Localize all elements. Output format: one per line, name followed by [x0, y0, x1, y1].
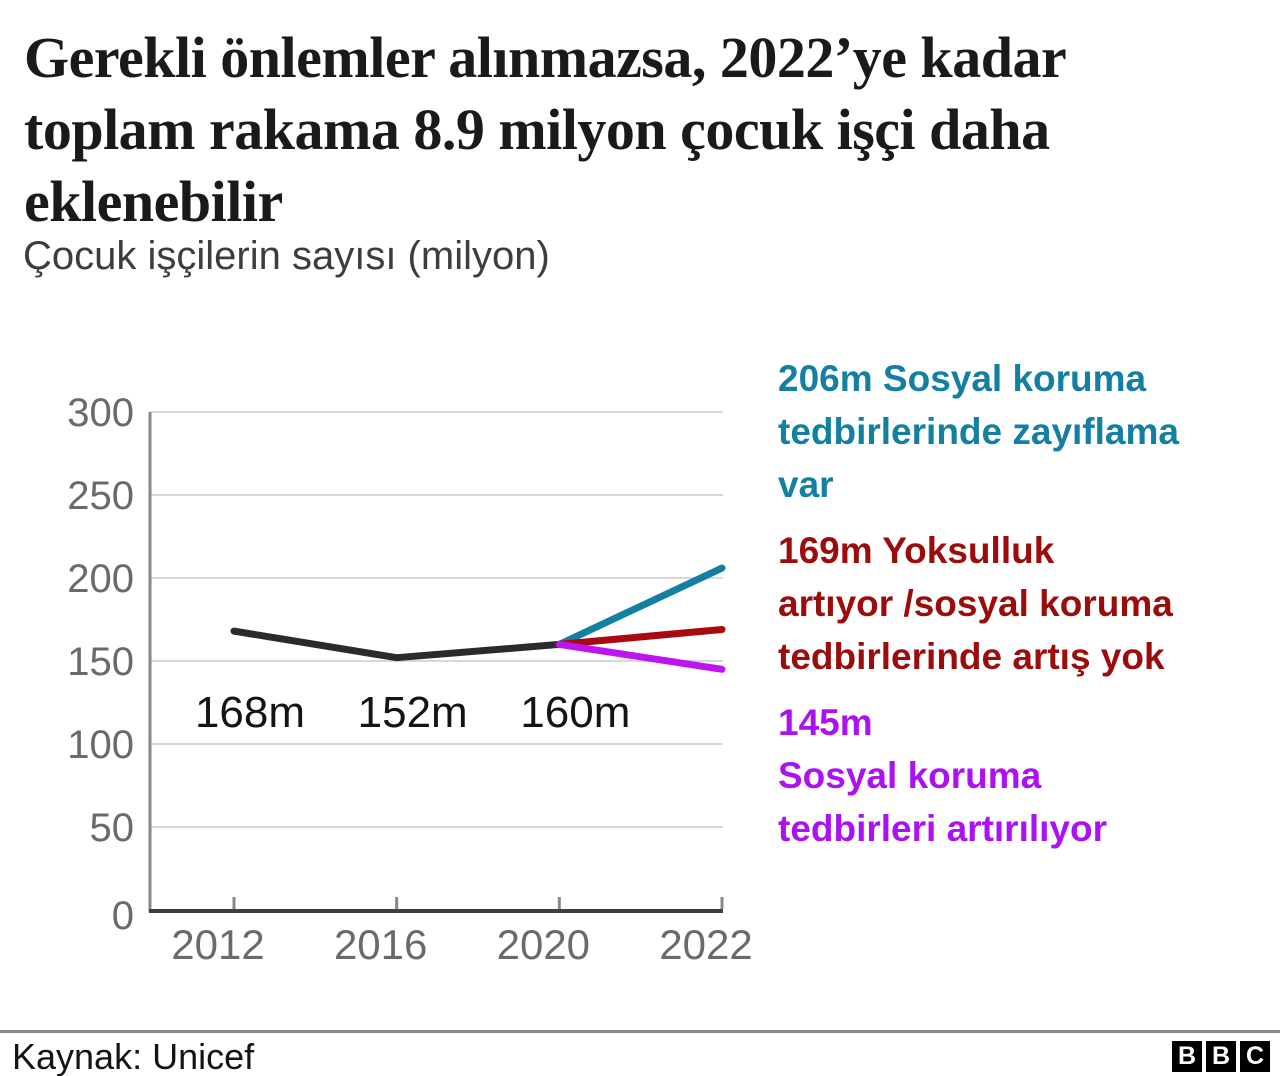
legend-line: var	[778, 464, 834, 505]
x-tick-label-2012: 2012	[171, 921, 264, 968]
legend-item-sosyal-koruma-artiriliyor: 145m Sosyal koruma tedbirleri artırılıyo…	[778, 696, 1107, 855]
y-tick-label-300: 300	[67, 391, 134, 435]
bbc-logo-block: C	[1240, 1041, 1270, 1072]
x-tick-label-2022: 2022	[659, 921, 752, 968]
bbc-logo-letter: B	[1177, 1042, 1197, 1070]
page-title-line-2: toplam rakama 8.9 milyon çocuk işçi daha	[24, 97, 1050, 162]
series-line-gerceklesen	[230, 627, 563, 662]
y-tick-label-250: 250	[67, 474, 134, 518]
y-tick-label-200: 200	[67, 557, 134, 601]
y-tick-label-0: 0	[112, 894, 134, 938]
x-tick-label-2020: 2020	[497, 921, 590, 968]
legend-item-yoksulluk-artiyor: 169m Yoksulluk artıyor /sosyal koruma te…	[778, 524, 1173, 683]
legend-line: tedbirlerinde zayıflama	[778, 411, 1179, 452]
x-tick-label-2016: 2016	[334, 921, 427, 968]
point-label-2012: 168m	[195, 688, 305, 737]
series-line-sosyal-koruma-artiriliyor	[555, 640, 726, 673]
legend-item-sosyal-koruma-zayiflama: 206m Sosyal koruma tedbirlerinde zayıfla…	[778, 352, 1179, 511]
legend-line: artıyor /sosyal koruma	[778, 583, 1173, 624]
legend-line: tedbirlerinde artış yok	[778, 636, 1165, 677]
bbc-logo: B B C	[1172, 1041, 1270, 1072]
series-line-sosyal-koruma-zayiflama	[555, 564, 726, 648]
page-title-line-3: eklenebilir	[24, 169, 283, 234]
point-label-2016: 152m	[358, 688, 468, 737]
point-label-2020: 160m	[520, 688, 630, 737]
page-title-line-1: Gerekli önlemler alınmazsa, 2022’ye kada…	[24, 25, 1067, 90]
footer-divider	[0, 1030, 1280, 1033]
legend-line: tedbirleri artırılıyor	[778, 808, 1107, 849]
y-tick-label-50: 50	[90, 806, 135, 850]
legend-line: Sosyal koruma	[778, 755, 1042, 796]
bbc-logo-letter: B	[1211, 1042, 1231, 1070]
series-line-yoksulluk-artiyor-koruma-artis-yok	[555, 625, 726, 648]
bbc-logo-block: B	[1206, 1041, 1236, 1072]
legend-line: 145m	[778, 702, 873, 743]
bbc-logo-block: B	[1172, 1041, 1202, 1072]
y-tick-label-150: 150	[67, 640, 134, 684]
bbc-logo-letter: C	[1245, 1042, 1265, 1070]
legend-line: 206m Sosyal koruma	[778, 358, 1147, 399]
source-text: Kaynak: Unicef	[12, 1036, 255, 1076]
y-tick-label-100: 100	[67, 723, 134, 767]
chart-subtitle: Çocuk işçilerin sayısı (milyon)	[23, 234, 550, 278]
page-title: Gerekli önlemler alınmazsa, 2022’ye kada…	[24, 22, 1244, 238]
legend-line: 169m Yoksulluk	[778, 530, 1055, 571]
